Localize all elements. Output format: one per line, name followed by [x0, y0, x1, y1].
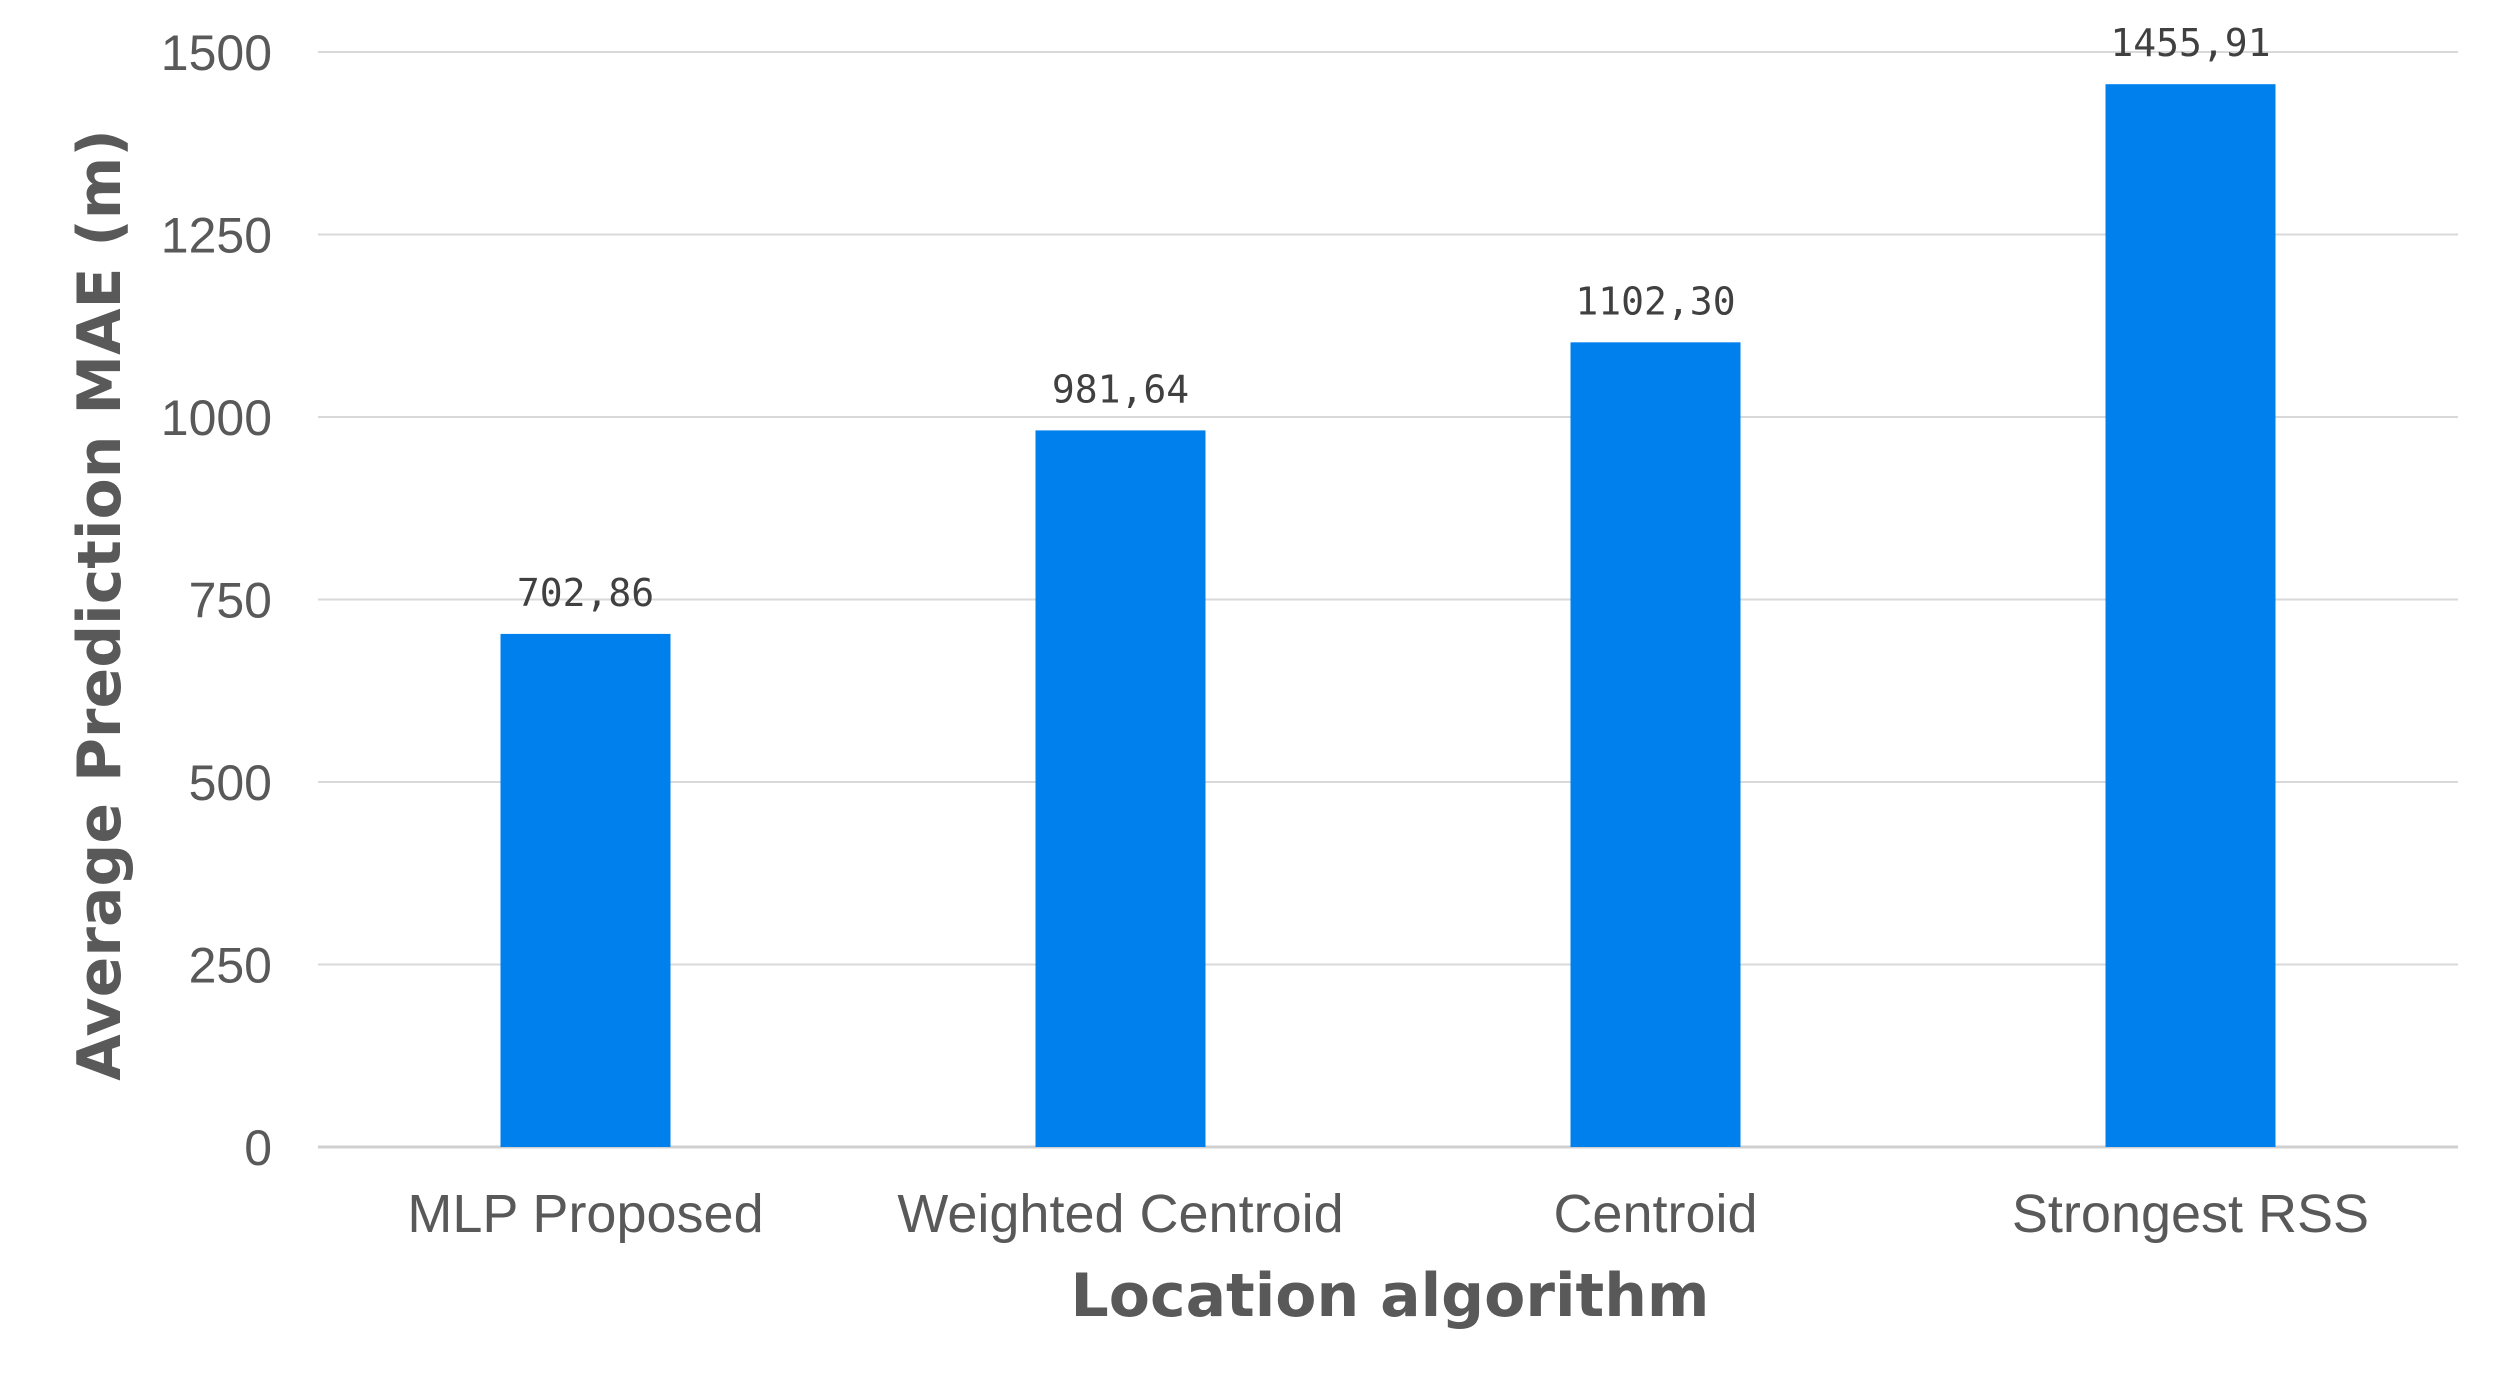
y-axis-tick-labels: 0 250 500 750 1000 1250 1500 [161, 25, 272, 1176]
x-axis-tick-labels: MLP Proposed Weighted Centroid Centroid Str… [407, 1184, 2369, 1244]
y-tick-label: 250 [189, 938, 272, 994]
x-tick-label: Strongest RSS [2012, 1184, 2369, 1244]
bar [500, 633, 671, 1147]
bars [500, 84, 2276, 1148]
x-tick-label: MLP Proposed [407, 1184, 763, 1244]
bar [2105, 84, 2276, 1148]
x-axis-title: Location algorithm [1071, 1261, 1710, 1331]
y-tick-label: 0 [244, 1120, 272, 1176]
y-tick-label: 750 [189, 573, 272, 629]
bar [1035, 430, 1206, 1147]
y-tick-label: 1250 [161, 208, 272, 264]
bar [1570, 342, 1741, 1147]
y-tick-label: 1000 [161, 390, 272, 446]
data-labels: 702,86 981,64 1102,30 1455,91 [517, 21, 2271, 615]
y-axis-title: Average Prediction MAE (m) [65, 129, 135, 1081]
y-tick-label: 1500 [161, 25, 272, 81]
gridlines [318, 51, 2458, 1149]
y-tick-label: 500 [189, 755, 272, 811]
x-tick-label: Centroid [1553, 1184, 1757, 1244]
data-label: 702,86 [517, 571, 654, 615]
data-label: 1102,30 [1575, 279, 1735, 323]
data-label: 981,64 [1052, 367, 1189, 411]
data-label: 1455,91 [2110, 21, 2270, 65]
x-tick-label: Weighted Centroid [897, 1184, 1343, 1244]
